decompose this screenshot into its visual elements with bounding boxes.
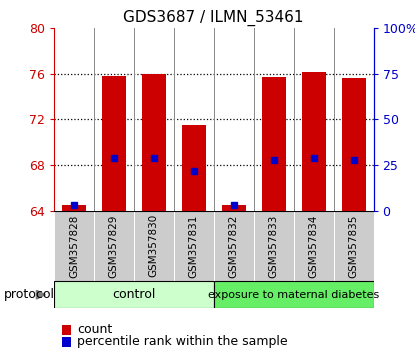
Bar: [214, 281, 374, 308]
Bar: [182, 125, 206, 211]
Bar: [102, 76, 126, 211]
Title: GDS3687 / ILMN_53461: GDS3687 / ILMN_53461: [124, 9, 304, 25]
Bar: [342, 79, 366, 211]
Text: GSM357832: GSM357832: [229, 214, 239, 278]
Text: GSM357829: GSM357829: [109, 214, 119, 278]
Text: percentile rank within the sample: percentile rank within the sample: [77, 336, 288, 348]
Text: protocol: protocol: [4, 288, 55, 301]
Bar: [142, 74, 166, 211]
Text: GSM357831: GSM357831: [189, 214, 199, 278]
Text: GSM357833: GSM357833: [269, 214, 278, 278]
Text: control: control: [112, 288, 156, 301]
Bar: [262, 77, 286, 211]
Text: GSM357835: GSM357835: [349, 214, 359, 278]
Text: GSM357828: GSM357828: [69, 214, 79, 278]
Bar: [54, 281, 214, 308]
Text: GSM357830: GSM357830: [149, 214, 159, 278]
Bar: [302, 72, 326, 211]
Text: exposure to maternal diabetes: exposure to maternal diabetes: [208, 290, 379, 300]
Text: count: count: [77, 323, 112, 336]
Bar: [222, 205, 246, 211]
Text: GSM357834: GSM357834: [309, 214, 319, 278]
Bar: [62, 205, 86, 211]
